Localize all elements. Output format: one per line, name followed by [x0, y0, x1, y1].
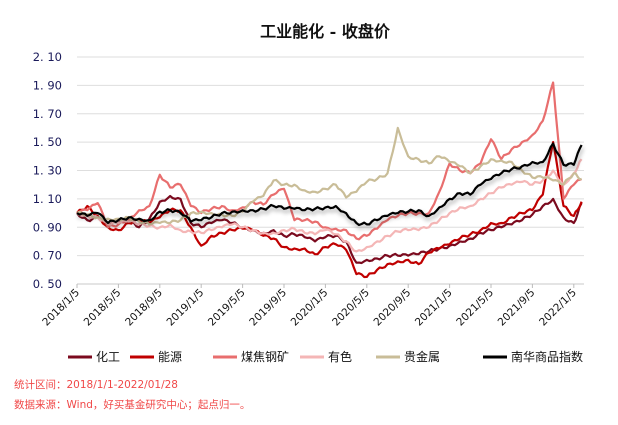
legend-label: 能源 — [158, 350, 182, 364]
x-tick-label: 2018/9/5 — [123, 287, 165, 329]
x-tick-label: 2021/1/5 — [413, 287, 455, 329]
footnote-range: 统计区间：2018/1/1-2022/01/28 — [14, 379, 178, 391]
y-tick-label: 1. 50 — [33, 135, 62, 149]
x-tick-label: 2022/1/5 — [537, 287, 579, 329]
x-tick-label: 2018/1/5 — [40, 287, 82, 329]
y-tick-label: 1. 10 — [33, 192, 62, 206]
legend-label: 南华商品指数 — [511, 349, 583, 364]
series-line-0 — [76, 194, 583, 265]
legend-label: 贵金属 — [404, 349, 440, 364]
y-tick-label: 1. 90 — [33, 78, 62, 92]
y-tick-label: 2. 10 — [33, 50, 62, 64]
series-line-2 — [76, 81, 583, 241]
legend-label: 有色 — [328, 350, 352, 364]
y-tick-label: 0. 90 — [33, 220, 62, 234]
x-tick-label: 2020/1/5 — [289, 287, 331, 329]
y-tick-label: 1. 30 — [33, 164, 62, 178]
series-line-3 — [76, 158, 583, 253]
x-tick-label: 2019/1/5 — [164, 287, 206, 329]
chart-title: 工业能化 - 收盘价 — [260, 22, 390, 41]
series-line-1 — [76, 141, 583, 279]
x-tick-label: 2021/5/5 — [454, 287, 496, 329]
x-tick-label: 2020/9/5 — [371, 287, 413, 329]
x-tick-label: 2019/5/5 — [206, 287, 248, 329]
x-tick-label: 2019/9/5 — [247, 287, 289, 329]
x-tick-label: 2018/5/5 — [82, 287, 124, 329]
y-tick-label: 1. 70 — [33, 107, 62, 121]
x-tick-label: 2021/9/5 — [496, 287, 538, 329]
footnote-source: 数据来源：Wind，好买基金研究中心；起点归一。 — [14, 399, 251, 411]
series-line-5 — [76, 142, 583, 227]
x-tick-label: 2020/5/5 — [330, 287, 372, 329]
y-tick-label: 0. 70 — [33, 249, 62, 263]
y-tick-label: 0. 50 — [33, 277, 62, 291]
legend-label: 煤焦钢矿 — [241, 350, 289, 364]
legend-label: 化工 — [96, 350, 120, 364]
series-line-4 — [76, 126, 582, 226]
